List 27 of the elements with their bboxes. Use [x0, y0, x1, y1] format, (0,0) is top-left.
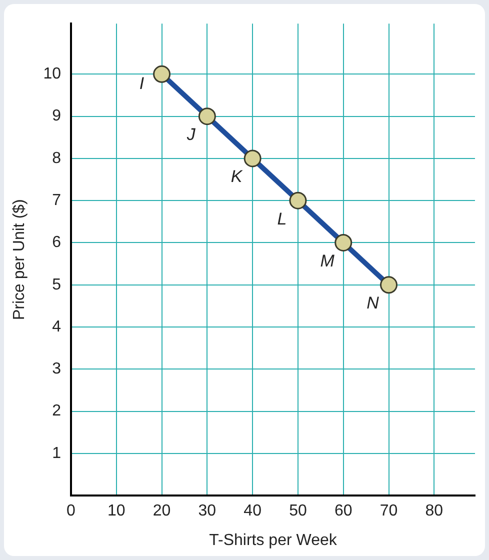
x-tick-label: 50 [289, 502, 307, 520]
y-axis-title: Price per Unit ($) [11, 199, 28, 320]
x-tick-label: 30 [198, 502, 216, 520]
y-tick-label: 6 [52, 234, 62, 252]
x-tick-label: 0 [66, 502, 76, 520]
annotation: N [366, 294, 380, 313]
x-tick-label: 70 [380, 502, 398, 520]
x-tick-label: 40 [244, 502, 262, 520]
annotation: K [230, 167, 243, 186]
annotation: M [320, 251, 336, 270]
y-tick-label: 10 [43, 66, 62, 83]
y-tick-label: 7 [52, 192, 62, 210]
y-tick-label: 8 [52, 150, 62, 167]
y-tick-label: 9 [52, 108, 62, 125]
x-tick-label: 20 [152, 502, 171, 520]
x-tick-label: 80 [425, 502, 444, 520]
annotation: I [139, 74, 144, 93]
y-tick-label: 4 [52, 318, 62, 336]
annotation: J [186, 125, 196, 144]
y-tick-label: 1 [52, 444, 62, 462]
x-axis-title: T-Shirts per Week [209, 532, 338, 549]
x-tick-label: 10 [107, 502, 126, 520]
annotation: L [277, 209, 287, 228]
y-tick-label: 5 [52, 276, 62, 294]
y-tick-label: 3 [52, 360, 62, 378]
y-tick-label: 2 [52, 402, 62, 420]
x-tick-label: 60 [334, 502, 352, 520]
